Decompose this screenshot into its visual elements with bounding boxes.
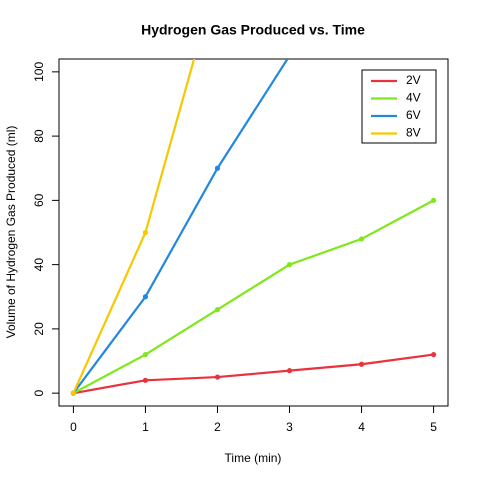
- legend-label: 4V: [406, 91, 421, 105]
- x-tick-label: 2: [214, 420, 221, 434]
- x-tick-label: 0: [70, 420, 77, 434]
- y-tick-label: 80: [32, 129, 46, 143]
- y-axis-label: Volume of Hydrogen Gas Produced (ml): [4, 126, 18, 339]
- series-point: [142, 229, 149, 236]
- series-point: [430, 351, 437, 358]
- series-point: [142, 377, 149, 383]
- chart-title: Hydrogen Gas Produced vs. Time: [141, 22, 365, 38]
- x-tick-label: 4: [358, 420, 365, 434]
- series-point: [430, 197, 437, 203]
- series-point: [358, 361, 365, 367]
- legend-label: 8V: [406, 126, 421, 140]
- series-point: [142, 351, 149, 358]
- x-axis-label: Time (min): [225, 451, 282, 465]
- y-tick-label: 40: [32, 258, 46, 272]
- y-tick-label: 20: [32, 322, 46, 336]
- legend-label: 2V: [406, 73, 421, 87]
- series-line: [72, 59, 289, 394]
- series-line: [72, 199, 435, 395]
- x-tick-label: 3: [286, 420, 293, 434]
- series-point: [214, 165, 221, 171]
- plot-area: [70, 53, 437, 396]
- legend-label: 6V: [406, 108, 421, 122]
- legend-box: [361, 69, 437, 144]
- series-point: [214, 374, 221, 380]
- series-point: [214, 307, 221, 313]
- y-tick-label: 0: [32, 389, 46, 396]
- series-point: [286, 368, 293, 374]
- x-tick-label: 5: [430, 420, 437, 434]
- x-tick-label: 1: [142, 420, 149, 434]
- y-tick-label: 100: [32, 62, 46, 82]
- y-tick-label: 60: [32, 193, 46, 207]
- series-line: [73, 353, 434, 395]
- series-point: [286, 262, 293, 268]
- series-point: [142, 294, 149, 300]
- series-point: [287, 53, 292, 58]
- series-point: [70, 390, 77, 396]
- series-point: [358, 236, 365, 242]
